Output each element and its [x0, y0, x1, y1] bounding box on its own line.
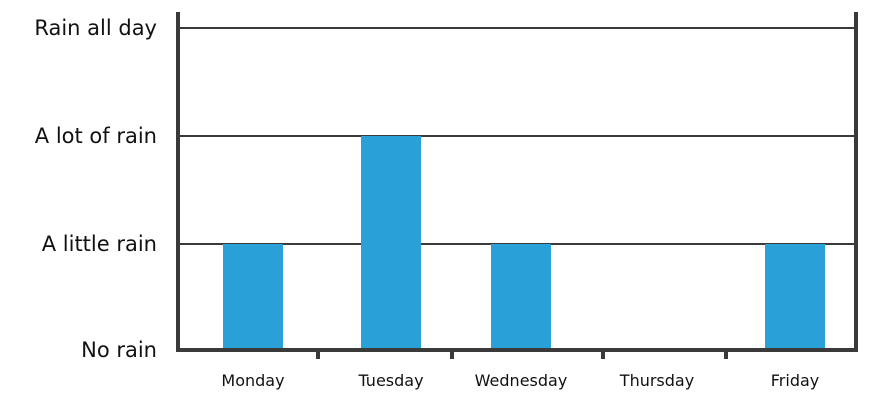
- x-label-thursday: Thursday: [619, 371, 694, 390]
- y-tick-labels: No rain A little rain A lot of rain Rain al…: [34, 16, 157, 362]
- x-label-wednesday: Wednesday: [475, 371, 568, 390]
- axes: [176, 12, 858, 359]
- y-label-rain-all-day: Rain all day: [34, 16, 157, 40]
- x-tick-labels: Monday Tuesday Wednesday Thursday Friday: [221, 371, 819, 390]
- x-label-friday: Friday: [771, 371, 820, 390]
- bar-friday: [765, 244, 825, 350]
- x-label-monday: Monday: [221, 371, 284, 390]
- bars: [223, 136, 825, 350]
- gridlines: [178, 27, 856, 245]
- bar-tuesday: [361, 136, 421, 350]
- bar-wednesday: [491, 244, 551, 350]
- y-label-a-lot-of-rain: A lot of rain: [35, 124, 157, 148]
- bar-monday: [223, 244, 283, 350]
- x-label-tuesday: Tuesday: [357, 371, 423, 390]
- y-label-no-rain: No rain: [81, 338, 157, 362]
- y-label-a-little-rain: A little rain: [42, 232, 157, 256]
